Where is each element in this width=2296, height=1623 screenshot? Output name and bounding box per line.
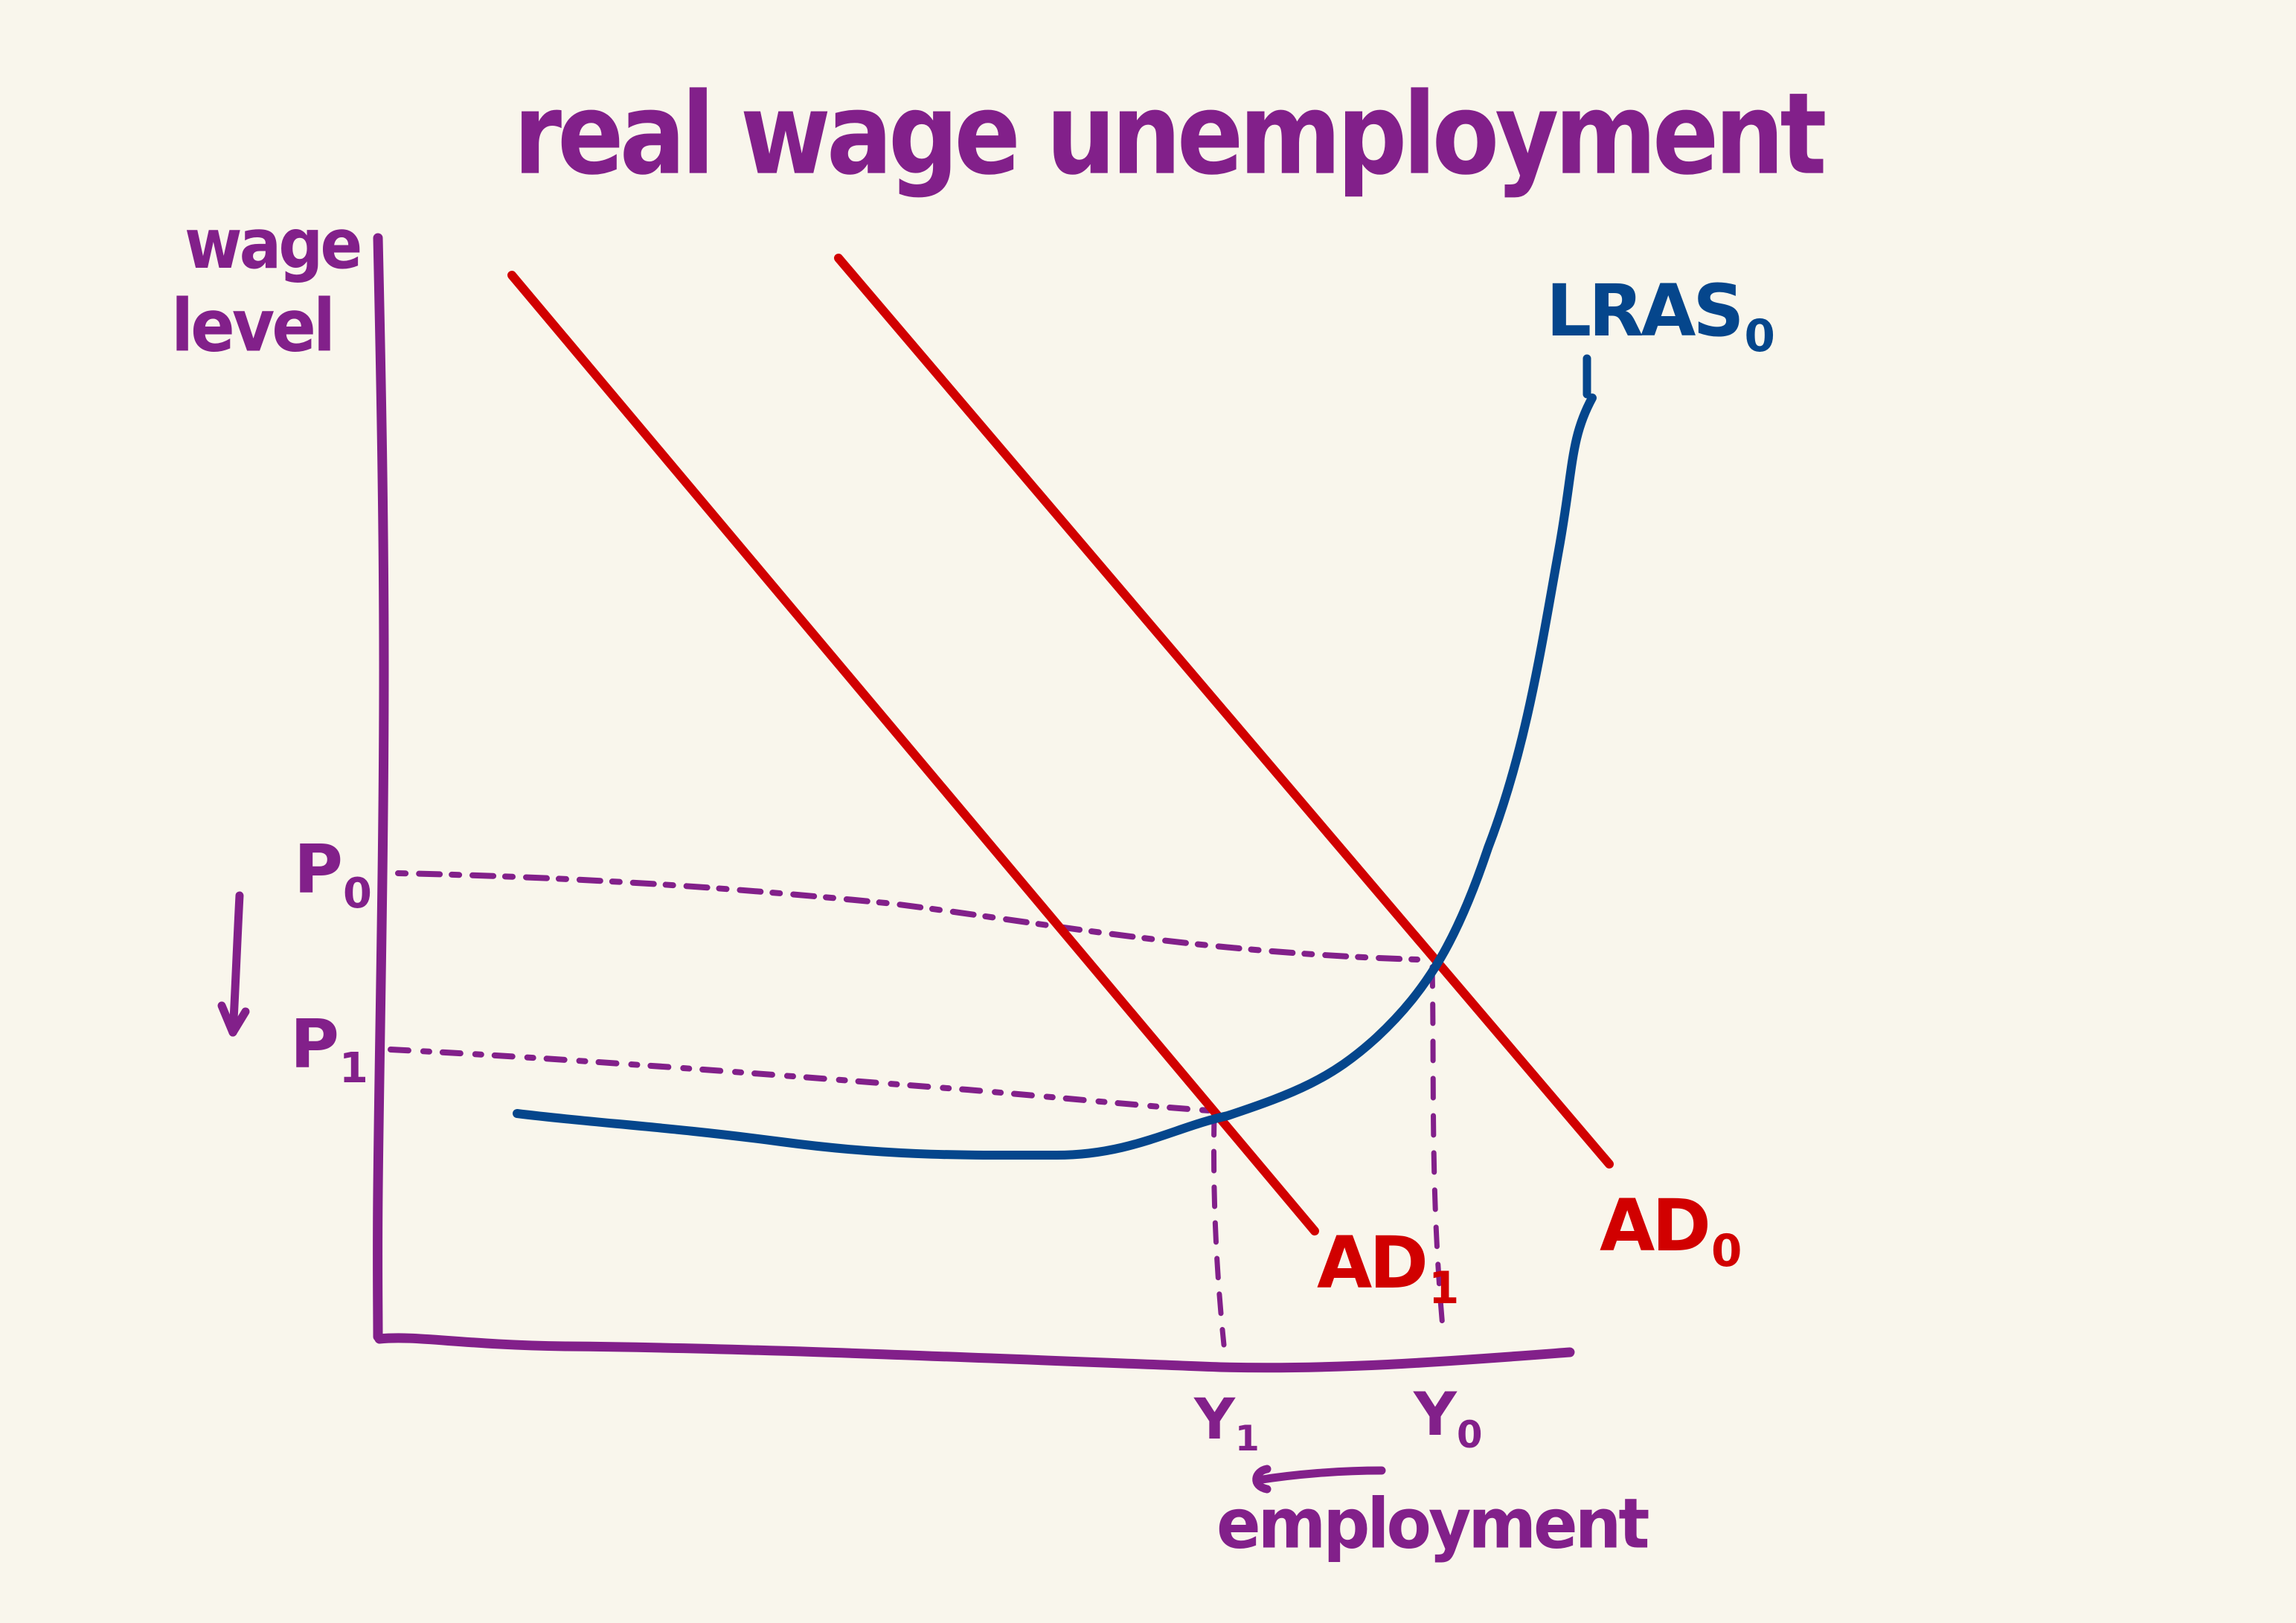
tick-label-y0: Y0 <box>1414 1385 1482 1454</box>
ad1-curve <box>507 271 1319 1235</box>
guide-y0 <box>1429 964 1446 1338</box>
tick-label-p1-sub: 1 <box>339 1044 368 1093</box>
employment-left-arrow-icon <box>1252 1465 1386 1494</box>
y-axis-label-line2: level <box>171 283 336 368</box>
lras0-curve <box>513 393 1597 1160</box>
y-axis <box>373 233 389 1342</box>
tick-label-p0-main: P <box>294 831 343 909</box>
tick-label-y1-main: Y <box>1194 1386 1235 1452</box>
guide-p1 <box>388 1047 1212 1113</box>
tick-label-y0-sub: 0 <box>1456 1413 1482 1457</box>
curve-label-lras0-main: LRAS <box>1546 269 1745 353</box>
tick-label-y0-main: Y <box>1414 1380 1457 1449</box>
tick-label-p0: P0 <box>294 837 372 914</box>
guide-p0 <box>395 870 1420 962</box>
guide-y1 <box>1211 1113 1227 1348</box>
curve-label-ad1-sub: 1 <box>1428 1262 1459 1314</box>
ad0-curve <box>834 254 1614 1169</box>
x-axis <box>374 1333 1575 1373</box>
curve-label-ad1-main: AD <box>1317 1221 1428 1305</box>
curve-label-ad0: AD0 <box>1600 1190 1742 1273</box>
curve-label-ad0-main: AD <box>1600 1184 1711 1267</box>
curve-label-lras0: LRAS0 <box>1546 275 1775 359</box>
curve-label-ad1: AD1 <box>1317 1227 1459 1311</box>
x-axis-label: employment <box>1216 1483 1649 1564</box>
tick-label-y1: Y1 <box>1194 1391 1260 1457</box>
tick-label-p1-main: P <box>290 1006 339 1084</box>
tick-label-p1: P1 <box>290 1012 368 1089</box>
tick-label-p0-sub: 0 <box>342 869 372 918</box>
diagram-title: real wage unemployment <box>513 68 1827 201</box>
price-down-arrow-icon <box>217 891 250 1037</box>
tick-label-y1-sub: 1 <box>1235 1418 1260 1460</box>
curve-label-ad0-sub: 0 <box>1710 1225 1742 1277</box>
y-axis-label-line1: wage <box>185 204 362 285</box>
curve-label-lras0-sub: 0 <box>1744 310 1775 362</box>
